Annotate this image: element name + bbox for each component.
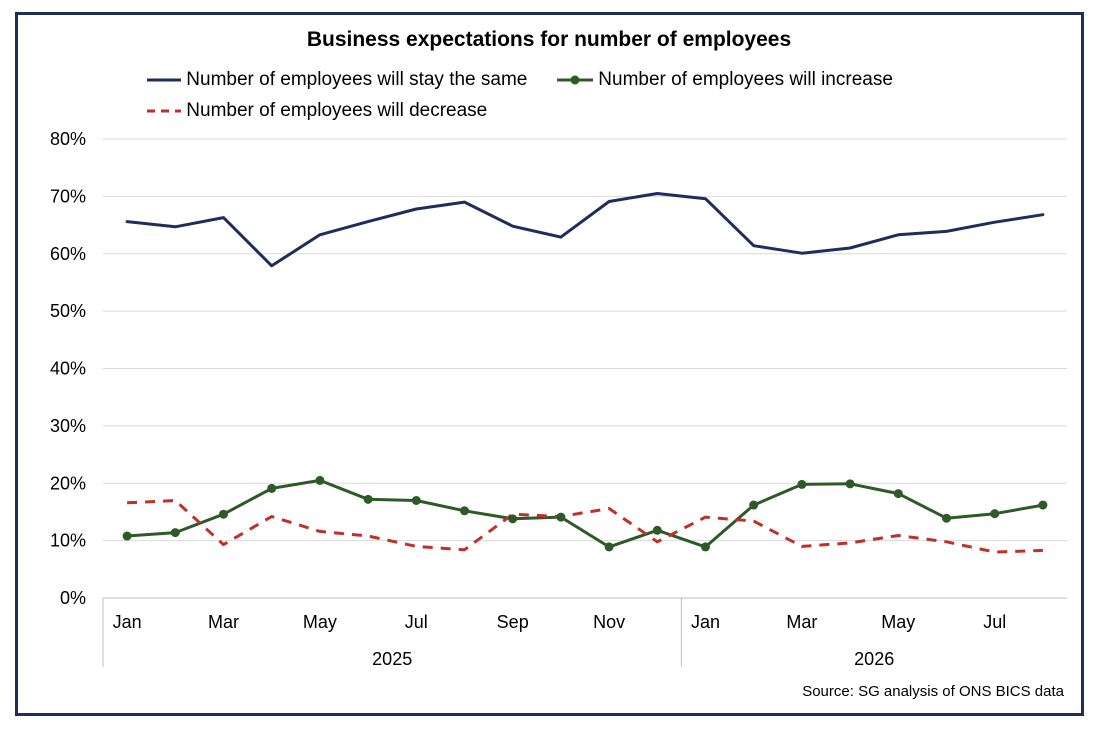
data-point	[749, 500, 759, 510]
y-tick-label: 0%	[60, 588, 86, 608]
y-tick-label: 30%	[50, 416, 86, 436]
source-note: Source: SG analysis of ONS BICS data	[802, 683, 1064, 700]
x-tick-label: Jul	[983, 612, 1006, 632]
chart-frame	[15, 12, 1084, 716]
y-tick-label: 20%	[50, 473, 86, 493]
data-point	[363, 494, 373, 504]
y-tick-label: 10%	[50, 531, 86, 551]
legend-item-stay-same: Number of employees will stay the same	[147, 69, 527, 91]
legend-item-increase: Number of employees will increase	[557, 69, 893, 91]
legend-item-decrease: Number of employees will decrease	[147, 100, 487, 122]
y-tick-label: 50%	[50, 301, 86, 321]
data-point	[604, 542, 614, 552]
x-tick-label: Sep	[497, 612, 529, 632]
x-tick-label: May	[303, 612, 337, 632]
x-tick-label: Jan	[113, 612, 142, 632]
legend-label-stay-same: Number of employees will stay the same	[186, 69, 528, 90]
x-tick-label: Mar	[208, 612, 239, 632]
data-point	[219, 509, 228, 519]
data-point	[267, 483, 277, 493]
data-point	[990, 509, 1000, 519]
y-tick-label: 70%	[50, 186, 86, 206]
series-line-0	[125, 192, 1045, 268]
data-point	[1038, 500, 1048, 510]
data-point	[845, 479, 855, 489]
data-point	[942, 513, 951, 523]
legend-swatch-stay-same	[147, 78, 181, 82]
legend-swatch-increase	[557, 75, 593, 85]
legend-swatch-decrease	[147, 109, 181, 113]
data-point	[652, 525, 662, 535]
data-point	[460, 506, 469, 516]
x-tick-label: Mar	[786, 612, 817, 632]
y-tick-label: 60%	[50, 244, 86, 264]
year-label: 2026	[854, 649, 894, 669]
data-point	[701, 542, 710, 552]
x-tick-label: Nov	[593, 612, 625, 632]
x-tick-label: Jul	[405, 612, 428, 632]
data-point	[315, 475, 325, 485]
x-tick-label: May	[881, 612, 915, 632]
data-point	[556, 512, 566, 522]
legend-label-increase: Number of employees will increase	[598, 69, 893, 90]
y-tick-label: 80%	[50, 129, 86, 149]
data-point	[170, 528, 180, 538]
data-point	[797, 479, 807, 489]
data-point	[508, 514, 518, 524]
chart-title: Business expectations for number of empl…	[306, 28, 792, 51]
y-tick-label: 40%	[50, 359, 86, 379]
x-tick-label: Jan	[691, 612, 720, 632]
data-point	[411, 495, 421, 505]
legend-label-decrease: Number of employees will decrease	[186, 100, 488, 121]
series-line-2	[127, 499, 1043, 554]
year-label: 2025	[372, 649, 412, 669]
series-line-1	[125, 478, 1045, 549]
data-point	[893, 489, 903, 499]
data-point	[122, 531, 132, 541]
